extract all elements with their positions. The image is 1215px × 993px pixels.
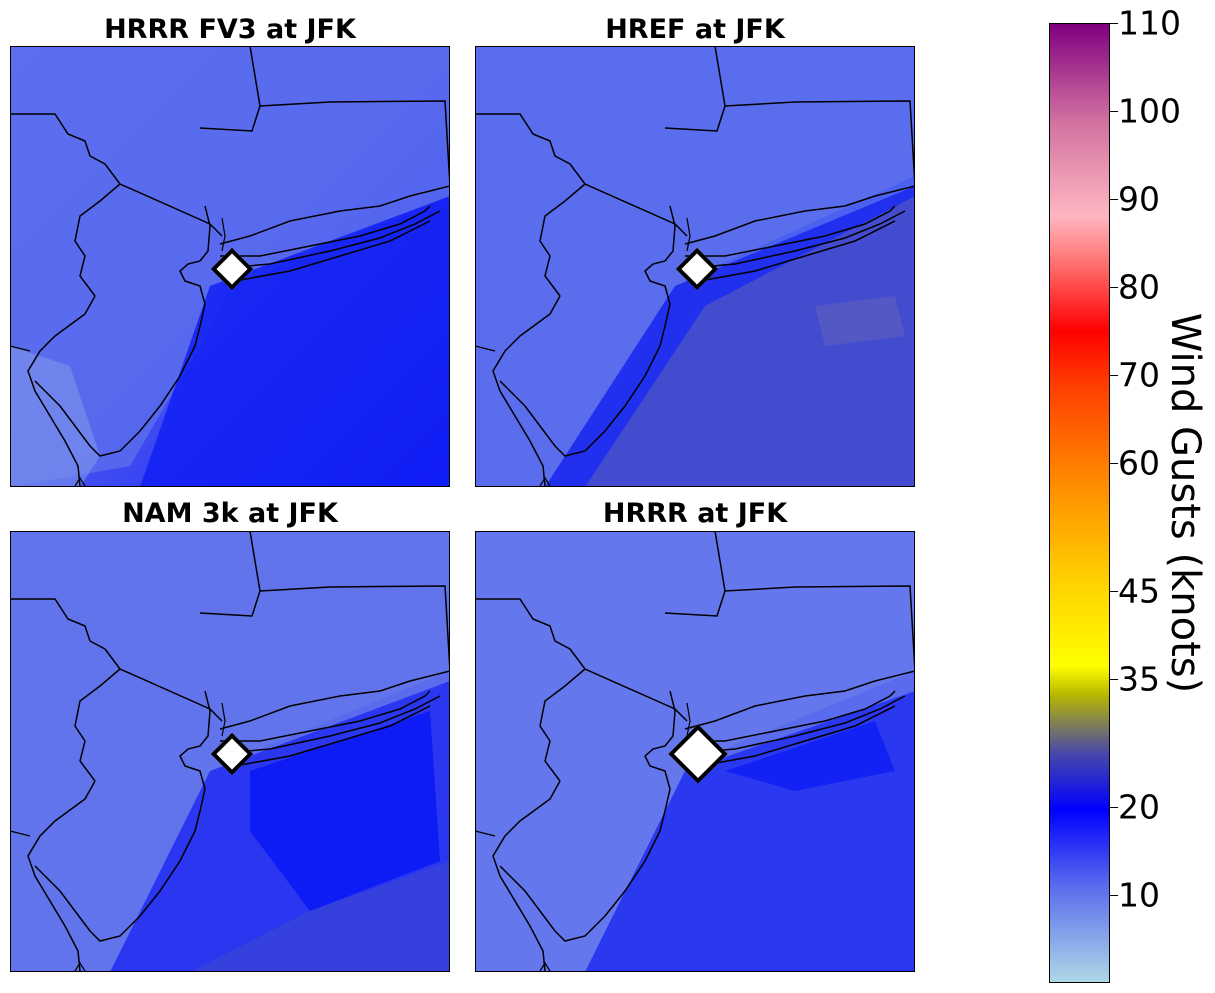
colorbar-tick-label: 35 [1118, 659, 1160, 699]
colorbar-tick-mark [1110, 462, 1118, 464]
colorbar-tick-mark [1110, 894, 1118, 896]
map-panel-nam-3k [10, 531, 450, 972]
colorbar-tick-mark [1110, 807, 1118, 809]
colorbar-label: Wind Gusts (knots) [1162, 312, 1208, 694]
panel-title-nam-3k: NAM 3k at JFK [122, 498, 338, 529]
map-panel-href [475, 46, 915, 487]
panel-title-hrrr-fv3: HRRR FV3 at JFK [104, 14, 356, 45]
map-panel-hrrr [475, 531, 915, 972]
panel-title-hrrr: HRRR at JFK [602, 498, 788, 529]
panel-title-href: HREF at JFK [605, 14, 785, 45]
colorbar-tick-mark [1110, 591, 1118, 593]
colorbar [1049, 23, 1110, 983]
map-panel-hrrr-fv3 [10, 46, 450, 487]
colorbar-tick-mark [1110, 287, 1118, 288]
colorbar-tick-label: 80 [1118, 267, 1160, 307]
colorbar-tick-mark [1110, 375, 1118, 377]
colorbar-tick-label: 10 [1118, 875, 1160, 915]
colorbar-tick-label: 100 [1118, 91, 1181, 131]
colorbar-tick-label: 90 [1118, 179, 1160, 219]
colorbar-tick-mark [1110, 678, 1118, 680]
colorbar-tick-label: 45 [1118, 571, 1160, 611]
colorbar-tick-mark [1110, 198, 1118, 200]
colorbar-tick-mark [1110, 111, 1118, 113]
colorbar-tick-label: 70 [1118, 355, 1160, 395]
colorbar-tick-label: 110 [1118, 3, 1181, 43]
colorbar-tick-label: 20 [1118, 787, 1160, 827]
colorbar-tick-mark [1110, 23, 1118, 24]
colorbar-tick-label: 60 [1118, 443, 1160, 483]
